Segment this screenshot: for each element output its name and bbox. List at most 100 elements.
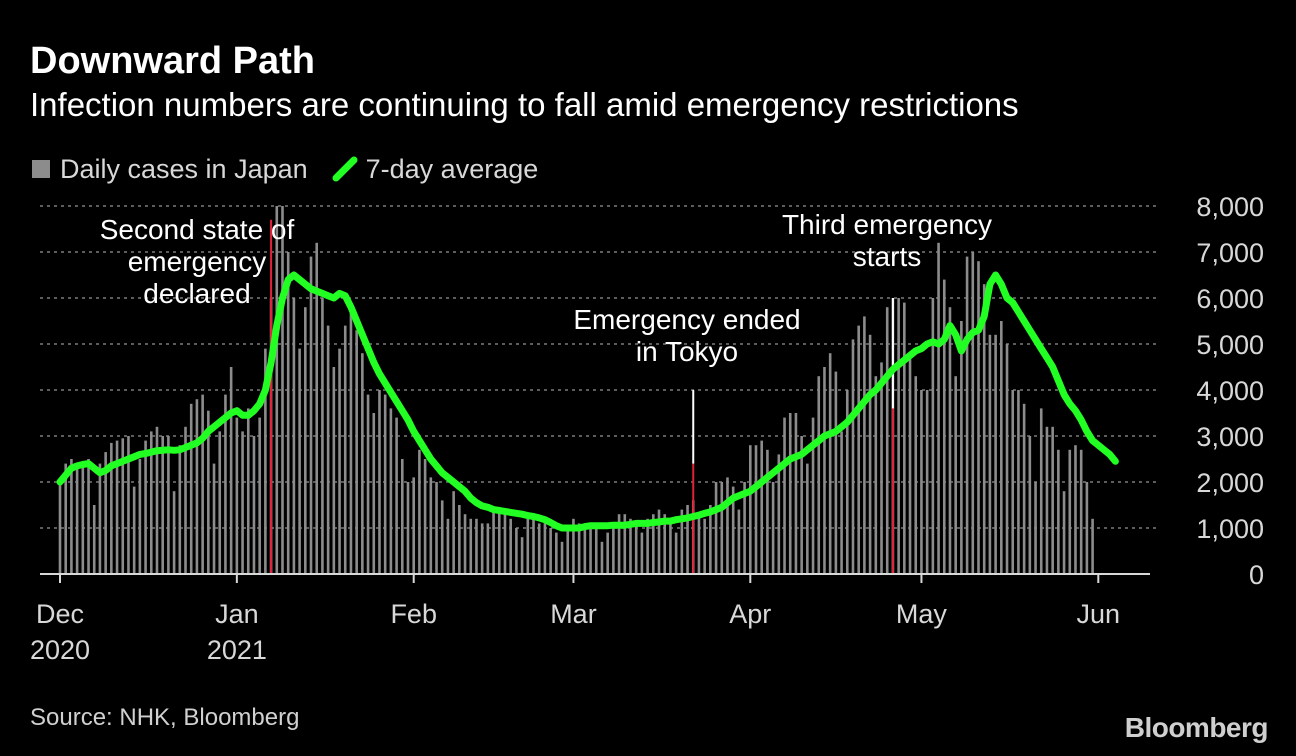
- bar: [235, 417, 239, 574]
- bar: [246, 408, 250, 574]
- bar: [520, 537, 524, 574]
- bar: [857, 325, 860, 574]
- bar: [657, 509, 661, 574]
- bar: [743, 482, 746, 574]
- bar: [1062, 491, 1066, 574]
- bar: [1011, 390, 1015, 574]
- annotation-text: Emergency ended: [573, 304, 800, 335]
- bar: [264, 348, 267, 574]
- bar: [446, 518, 450, 574]
- bar: [965, 256, 969, 574]
- bar: [817, 376, 821, 574]
- bar: [349, 302, 353, 574]
- bar: [811, 417, 815, 574]
- bar: [737, 509, 741, 574]
- x-tick-label: May: [896, 599, 948, 629]
- bar: [577, 523, 581, 574]
- bar: [1005, 344, 1009, 574]
- axes: Dec 2020 Jan 2021 Feb Mar Apr May Jun: [30, 573, 1150, 665]
- x-tick-sublabel: 2020: [30, 635, 90, 665]
- bar: [452, 491, 455, 574]
- bar: [224, 394, 227, 574]
- bar: [1017, 390, 1020, 574]
- bar: [389, 408, 393, 574]
- bar: [440, 500, 444, 574]
- bar: [1034, 482, 1037, 574]
- bar: [1045, 426, 1049, 574]
- bar: [400, 459, 404, 574]
- bar: [418, 449, 421, 574]
- bar: [566, 528, 570, 574]
- bar: [355, 330, 358, 574]
- bar: [366, 394, 370, 574]
- bar: [800, 436, 803, 574]
- bar: [178, 445, 182, 574]
- bar: [172, 491, 176, 574]
- bar: [195, 399, 199, 574]
- bar: [321, 298, 324, 574]
- bar: [680, 509, 684, 574]
- bar: [629, 518, 632, 574]
- bar: [1028, 436, 1032, 574]
- y-tick-label: 7,000: [1196, 238, 1264, 268]
- legend: Daily cases in Japan 7-day average: [32, 152, 538, 186]
- bar: [1039, 408, 1043, 574]
- bar: [697, 514, 701, 574]
- bar: [623, 514, 627, 574]
- y-tick-label: 6,000: [1196, 284, 1264, 314]
- brand-logo: Bloomberg: [1124, 712, 1269, 743]
- bar: [583, 528, 587, 574]
- annotation-text: starts: [853, 241, 921, 272]
- bar: [532, 518, 535, 574]
- bar: [104, 452, 107, 574]
- bar: [674, 532, 678, 574]
- bar: [748, 445, 752, 574]
- bar: [560, 541, 564, 574]
- bar: [828, 353, 832, 574]
- annotation-text: emergency: [128, 246, 267, 277]
- bar: [948, 307, 952, 574]
- bar: [863, 316, 866, 574]
- annotation-text: Third emergency: [782, 209, 992, 240]
- bar: [503, 514, 507, 574]
- bar: [606, 532, 609, 574]
- bar: [960, 321, 963, 574]
- bar: [70, 459, 73, 574]
- bar: [686, 505, 689, 574]
- bar: [874, 376, 878, 574]
- x-tick-label: Mar: [550, 599, 597, 629]
- legend-label-daily: Daily cases in Japan: [60, 153, 308, 184]
- bar: [589, 528, 592, 574]
- annotation-text: declared: [143, 278, 250, 309]
- bar: [486, 523, 490, 574]
- bar: [783, 417, 786, 574]
- bar: [868, 334, 872, 574]
- bar: [1022, 403, 1026, 574]
- bar: [766, 449, 769, 574]
- bar: [726, 477, 729, 574]
- bar: [754, 445, 758, 574]
- bar: [600, 541, 604, 574]
- bar: [954, 376, 957, 574]
- bar: [98, 463, 102, 574]
- bar: [1051, 426, 1054, 574]
- bar: [258, 417, 261, 574]
- bar: [241, 431, 244, 574]
- bar: [971, 252, 975, 574]
- bar: [703, 518, 706, 574]
- bar: [731, 486, 735, 574]
- legend-line-swatch: [332, 156, 358, 182]
- bar: [982, 284, 986, 574]
- x-tick-label: Jun: [1077, 599, 1121, 629]
- bar: [87, 459, 90, 574]
- bar: [167, 436, 170, 574]
- bar: [1079, 449, 1083, 574]
- bar: [201, 394, 204, 574]
- event-markers: [270, 219, 894, 574]
- bar: [777, 454, 781, 574]
- bar: [229, 367, 233, 574]
- bar: [845, 390, 849, 574]
- bar: [132, 486, 136, 574]
- chart-title: Downward Path: [30, 40, 316, 82]
- bar: [64, 463, 68, 574]
